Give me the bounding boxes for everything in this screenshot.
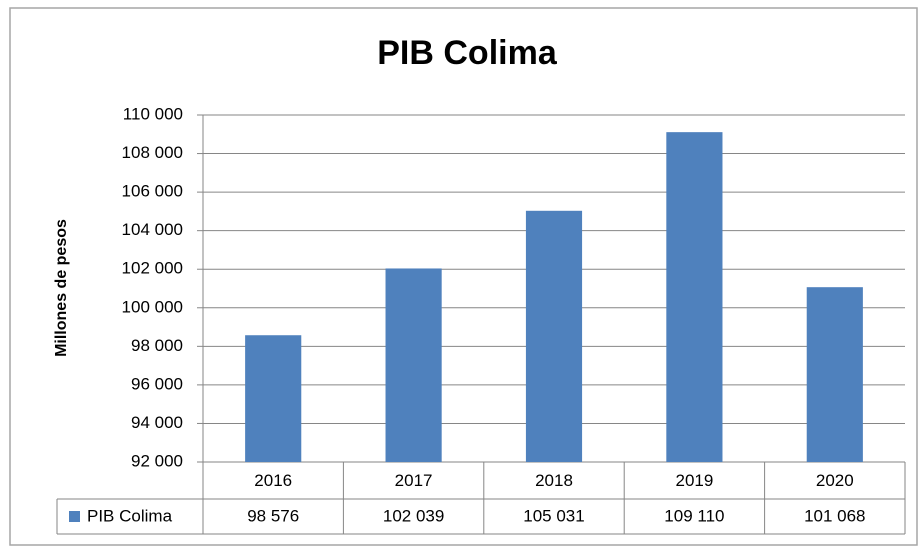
bar bbox=[666, 132, 723, 462]
y-tick-label: 110 000 bbox=[123, 104, 183, 123]
y-tick-label: 102 000 bbox=[122, 259, 183, 278]
x-tick-label: 2016 bbox=[254, 471, 292, 490]
y-tick-label: 96 000 bbox=[131, 374, 183, 393]
y-axis-title: Millones de pesos bbox=[53, 219, 70, 357]
y-tick-label: 104 000 bbox=[122, 220, 183, 239]
bar bbox=[806, 287, 863, 462]
chart-frame bbox=[9, 7, 918, 546]
y-tick-label: 94 000 bbox=[131, 413, 183, 432]
y-tick-label: 92 000 bbox=[131, 451, 183, 470]
x-tick-label: 2017 bbox=[395, 471, 433, 490]
chart-title: PIB Colima bbox=[377, 34, 558, 72]
legend-label: PIB Colima bbox=[87, 506, 173, 525]
table-value: 101 068 bbox=[804, 506, 865, 525]
y-tick-label: 106 000 bbox=[122, 182, 183, 201]
y-tick-label: 100 000 bbox=[122, 297, 183, 316]
table-value: 109 110 bbox=[664, 506, 724, 525]
table-value: 102 039 bbox=[383, 506, 444, 525]
x-tick-label: 2019 bbox=[675, 471, 713, 490]
x-tick-label: 2018 bbox=[535, 471, 573, 490]
table-value: 105 031 bbox=[523, 506, 584, 525]
y-tick-label: 98 000 bbox=[131, 336, 183, 355]
y-tick-label: 108 000 bbox=[122, 143, 183, 162]
table-value: 98 576 bbox=[247, 506, 299, 525]
bar bbox=[245, 335, 302, 462]
bar bbox=[385, 268, 442, 462]
legend-swatch bbox=[69, 511, 80, 522]
x-tick-label: 2020 bbox=[816, 471, 854, 490]
bar bbox=[525, 210, 583, 462]
